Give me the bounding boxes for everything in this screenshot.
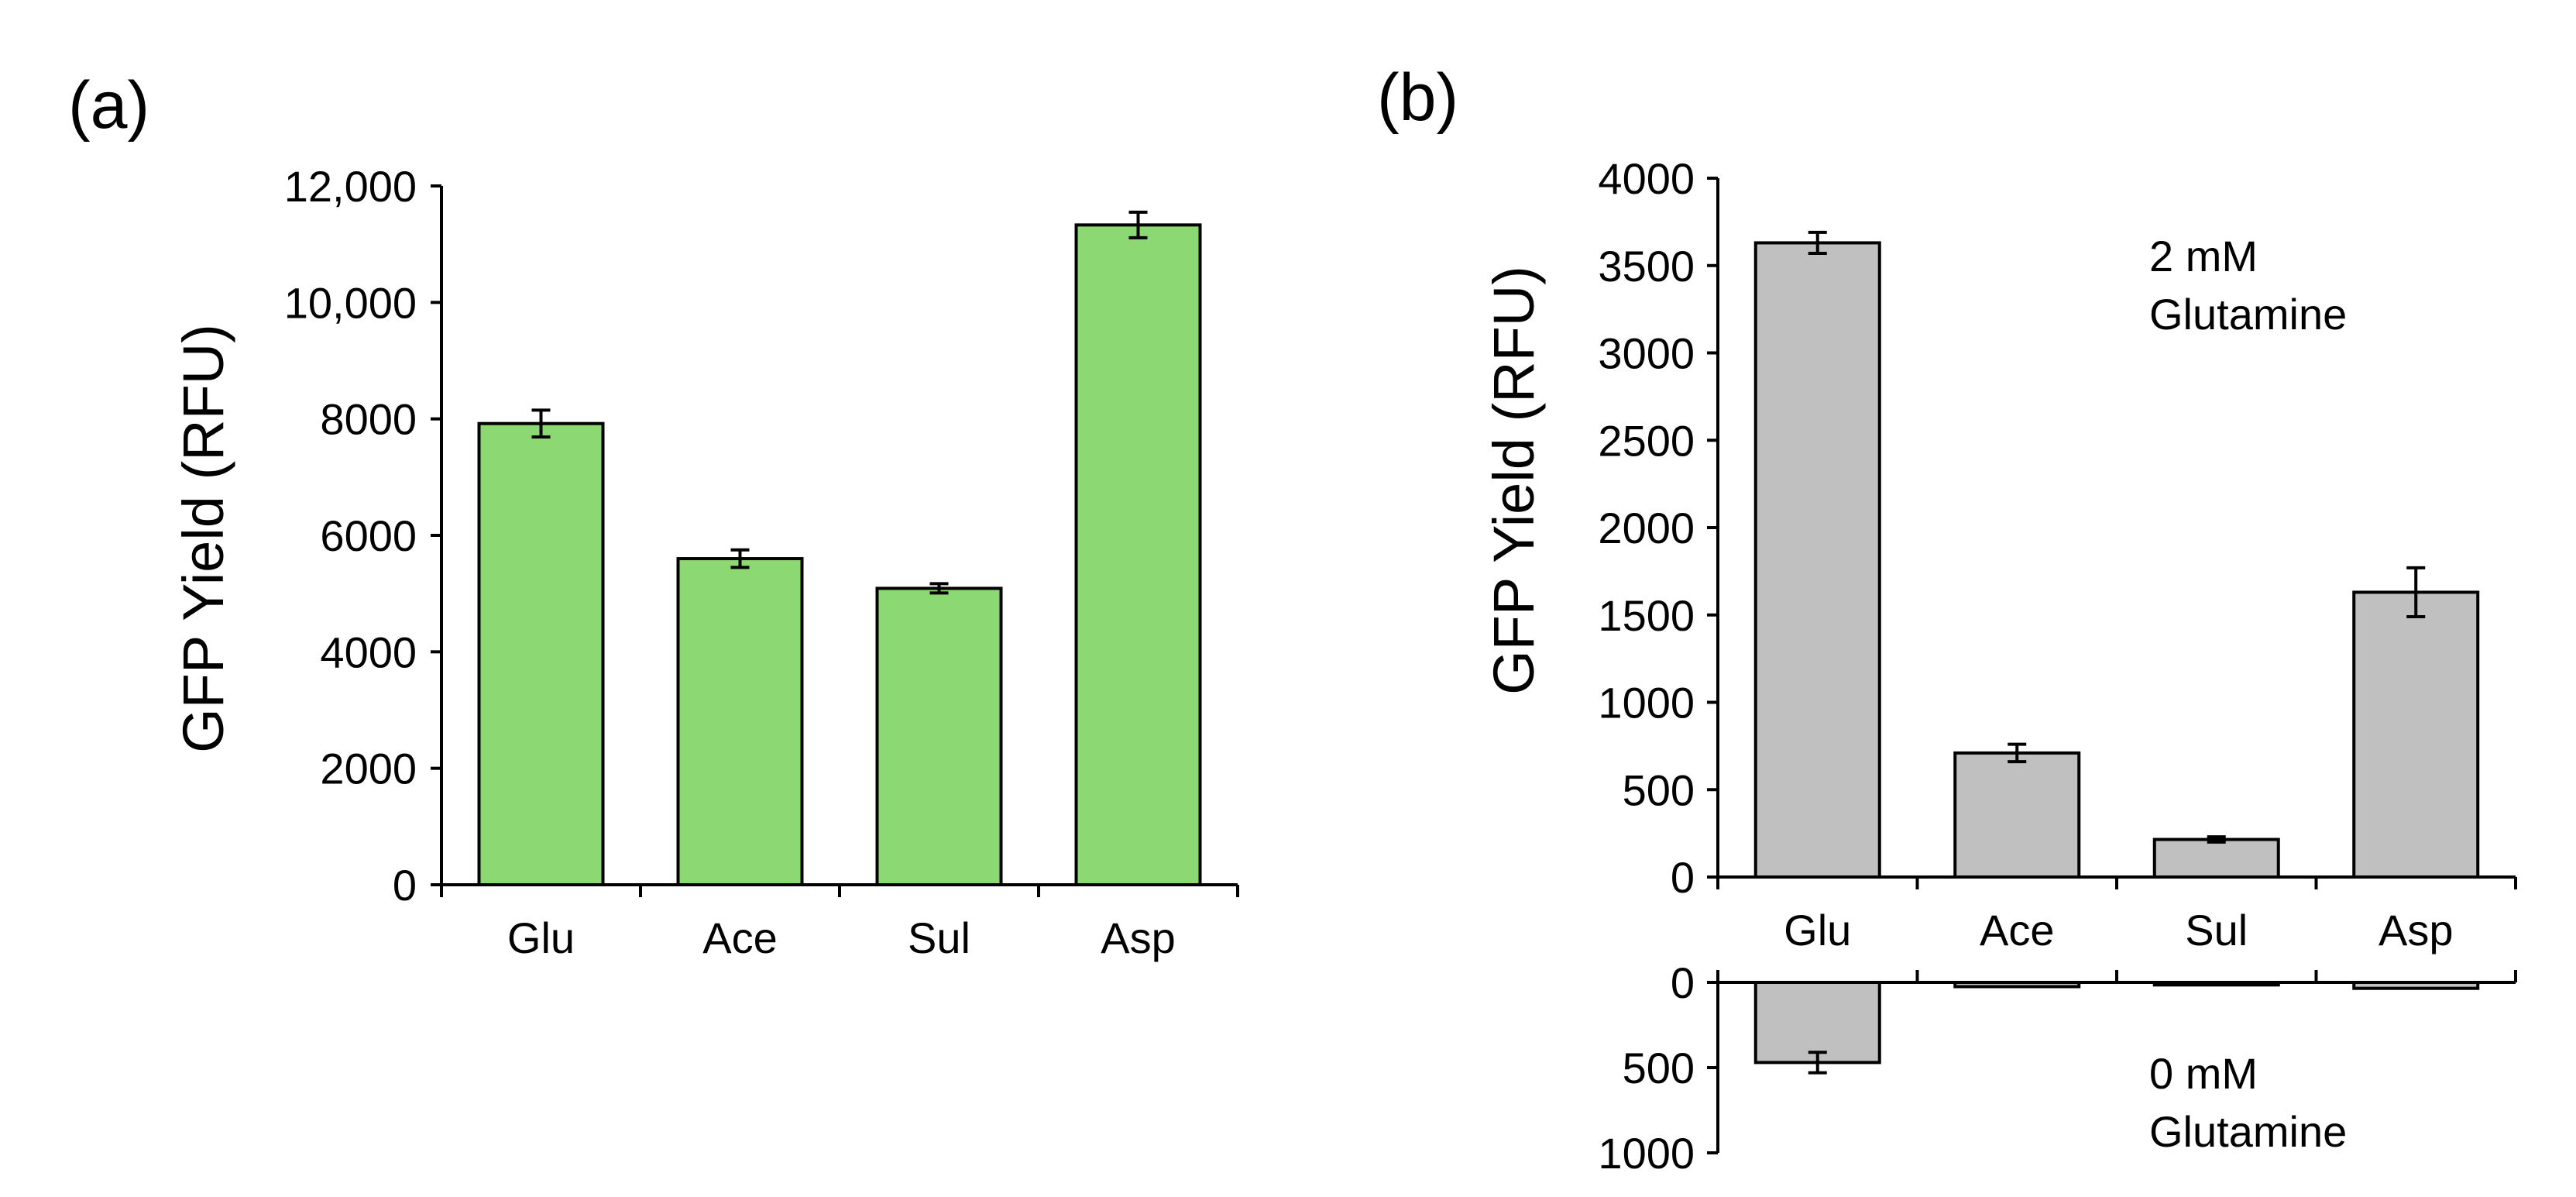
panel-a-y-tick-label: 4000 bbox=[320, 628, 417, 676]
panel-a-x-tick-label: Asp bbox=[1101, 913, 1176, 962]
panel-b-x-tick-label: Asp bbox=[2379, 906, 2454, 955]
panel-b: (b) GFP Yield (RFU) 0 500 1000 1500 2000 2500… bbox=[1377, 60, 2517, 1178]
panel-b-y-ticks: 0 500 1000 1500 2000 2500 3000 3500 4000 0 500 1000 bbox=[1598, 154, 1718, 1178]
panel-b-label: (b) bbox=[1377, 60, 1458, 135]
panel-a-bar-glu bbox=[477, 421, 605, 886]
panel-a-x-tick-label: Glu bbox=[507, 913, 575, 962]
panel-b-top-y-tick-label: 2000 bbox=[1598, 504, 1695, 552]
panel-b-bottom-y-tick-label: 0 bbox=[1671, 958, 1695, 1007]
panel-a: (a) GFP Yield (RFU) 0 2000 4000 6000 8000 10,… bbox=[68, 68, 1239, 962]
panel-b-top-bar-ace bbox=[1953, 751, 2081, 879]
panel-a-y-tick-label: 2000 bbox=[320, 745, 417, 793]
panel-b-bottom-bar-glu bbox=[1753, 981, 1881, 1065]
annotation-2mM-line1: 2 mM bbox=[2149, 232, 2258, 280]
panel-b-top-bar-asp bbox=[2352, 590, 2480, 879]
panel-b-top-y-tick-label: 1000 bbox=[1598, 679, 1695, 727]
panel-a-y-tick-label: 0 bbox=[393, 861, 417, 910]
panel-b-x-tick-label: Ace bbox=[1980, 906, 2055, 955]
panel-a-bar-ace bbox=[676, 557, 804, 886]
panel-a-y-tick-label: 10,000 bbox=[284, 278, 417, 327]
panel-a-y-ticks: 0 2000 4000 6000 8000 10,000 12,000 bbox=[284, 162, 441, 910]
panel-b-bars bbox=[1753, 230, 2480, 1075]
panel-a-x-tick-label: Ace bbox=[702, 913, 778, 962]
panel-a-y-tick-label: 6000 bbox=[320, 511, 417, 560]
panel-b-x-ticks: Glu Ace Sul Asp bbox=[1716, 877, 2517, 982]
panel-b-top-y-tick-label: 1500 bbox=[1598, 591, 1695, 640]
panel-a-bar-asp bbox=[1074, 223, 1202, 886]
panel-a-bars bbox=[477, 210, 1202, 886]
panel-a-x-tick-label: Sul bbox=[908, 913, 970, 962]
annotation-0mM-line1: 0 mM bbox=[2149, 1049, 2258, 1098]
panel-b-top-bar-glu bbox=[1753, 241, 1881, 879]
panel-a-ylabel: GFP Yield (RFU) bbox=[171, 324, 235, 753]
panel-b-top-y-tick-label: 3500 bbox=[1598, 242, 1695, 291]
panel-b-bottom-y-tick-label: 1000 bbox=[1598, 1129, 1695, 1178]
panel-a-bar-sul bbox=[875, 586, 1003, 886]
annotation-2mM-line2: Glutamine bbox=[2149, 290, 2347, 339]
panel-a-y-tick-label: 8000 bbox=[320, 395, 417, 444]
annotation-0mM-line2: Glutamine bbox=[2149, 1107, 2347, 1156]
panel-b-top-y-tick-label: 2500 bbox=[1598, 416, 1695, 465]
panel-b-top-y-tick-label: 500 bbox=[1623, 765, 1695, 814]
panel-b-x-tick-label: Sul bbox=[2185, 906, 2248, 955]
panel-a-y-tick-label: 12,000 bbox=[284, 162, 417, 211]
panel-a-x-ticks: Glu Ace Sul Asp bbox=[440, 885, 1239, 962]
panel-b-top-y-tick-label: 3000 bbox=[1598, 329, 1695, 378]
panel-b-ylabel: GFP Yield (RFU) bbox=[1482, 266, 1546, 695]
panel-b-x-tick-label: Glu bbox=[1784, 906, 1851, 955]
panel-b-bottom-y-tick-label: 500 bbox=[1623, 1044, 1695, 1092]
panel-b-top-bar-sul bbox=[2152, 838, 2280, 879]
panel-b-top-y-tick-label: 0 bbox=[1671, 853, 1695, 902]
panel-b-top-y-tick-label: 4000 bbox=[1598, 154, 1695, 203]
panel-a-label: (a) bbox=[68, 68, 149, 143]
